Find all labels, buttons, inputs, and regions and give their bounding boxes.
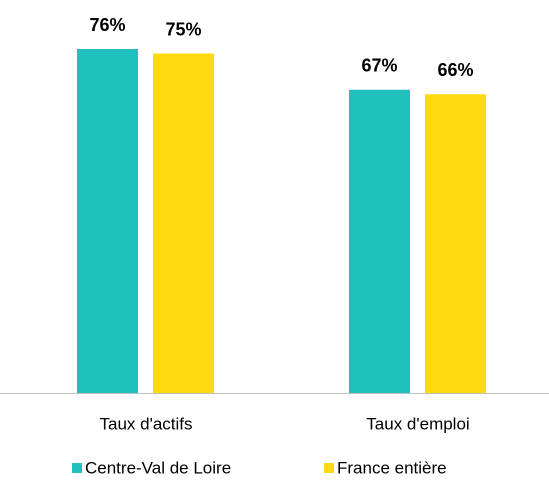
bar bbox=[425, 94, 486, 394]
legend-label: France entière bbox=[337, 458, 447, 477]
value-label: 75% bbox=[165, 19, 201, 39]
legend-swatch bbox=[324, 463, 334, 473]
value-label: 66% bbox=[437, 60, 473, 80]
bar bbox=[153, 53, 214, 394]
value-label: 67% bbox=[361, 55, 397, 75]
x-tick-label: Taux d'emploi bbox=[366, 414, 469, 433]
legend-label: Centre-Val de Loire bbox=[85, 458, 231, 477]
legend-swatch bbox=[72, 463, 82, 473]
bar bbox=[349, 89, 410, 393]
value-label: 76% bbox=[89, 15, 125, 35]
bar bbox=[77, 49, 138, 393]
x-tick-label: Taux d'actifs bbox=[99, 414, 192, 433]
